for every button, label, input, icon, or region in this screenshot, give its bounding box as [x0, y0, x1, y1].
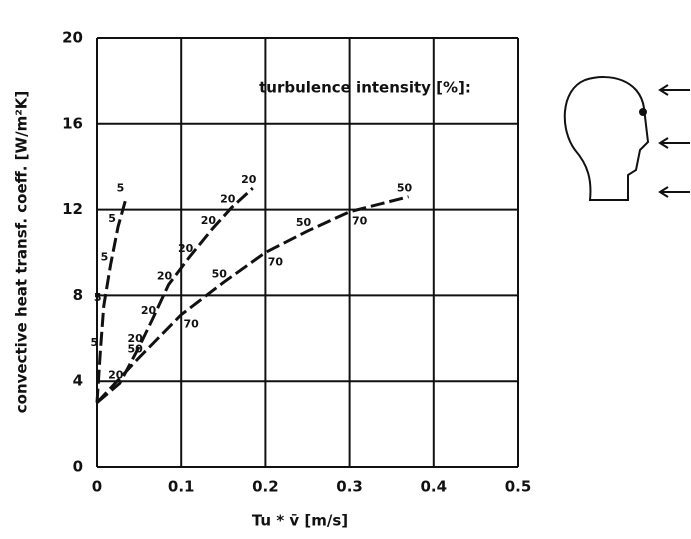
y-tick-label: 0	[73, 458, 83, 476]
curve-label: 20	[178, 242, 194, 255]
x-tick-label: 0.1	[168, 478, 195, 496]
curve-label: 5	[101, 250, 109, 263]
curve-label: 20	[241, 173, 257, 186]
x-tick-label: 0.3	[336, 478, 363, 496]
curve-label: 20	[157, 270, 173, 283]
x-tick-label: 0.5	[505, 478, 532, 496]
curve-label: 20	[108, 368, 124, 381]
curve-label: 20	[141, 304, 157, 317]
annotation: turbulence intensity [%]:	[259, 79, 471, 97]
x-tick-label: 0	[92, 478, 102, 496]
head-icon	[563, 76, 690, 201]
curve-label: 20	[201, 214, 217, 227]
line	[95, 196, 128, 403]
y-tick-label: 8	[73, 286, 83, 304]
curve-label: 5	[94, 291, 102, 304]
curve-label: 20	[127, 332, 143, 345]
y-tick-label: 4	[73, 372, 83, 390]
x-tick-label: 0.2	[252, 478, 279, 496]
curve-label: 50	[212, 268, 228, 281]
y-tick-label: 16	[62, 114, 83, 132]
curve-label: 50	[127, 343, 143, 356]
y-tick-label: 12	[62, 200, 83, 218]
y-axis-label: convective heat transf. coeff. [W/m²K]	[13, 91, 31, 414]
y-tick-label: 20	[62, 29, 83, 47]
x-axis-label: Tu * v̄ [m/s]	[252, 512, 348, 530]
curve-label: 50	[397, 182, 413, 195]
curve-label: 5	[91, 336, 99, 349]
line	[95, 195, 409, 404]
curve-label: 5	[108, 212, 116, 225]
curve-label: 50	[296, 216, 312, 229]
curve-label: 70	[268, 256, 284, 269]
x-tick-label: 0.4	[421, 478, 448, 496]
curve-label: 5	[117, 182, 125, 195]
curve-label: 70	[184, 318, 200, 331]
curve-label: 70	[352, 215, 368, 228]
curve-label: 20	[220, 192, 236, 205]
